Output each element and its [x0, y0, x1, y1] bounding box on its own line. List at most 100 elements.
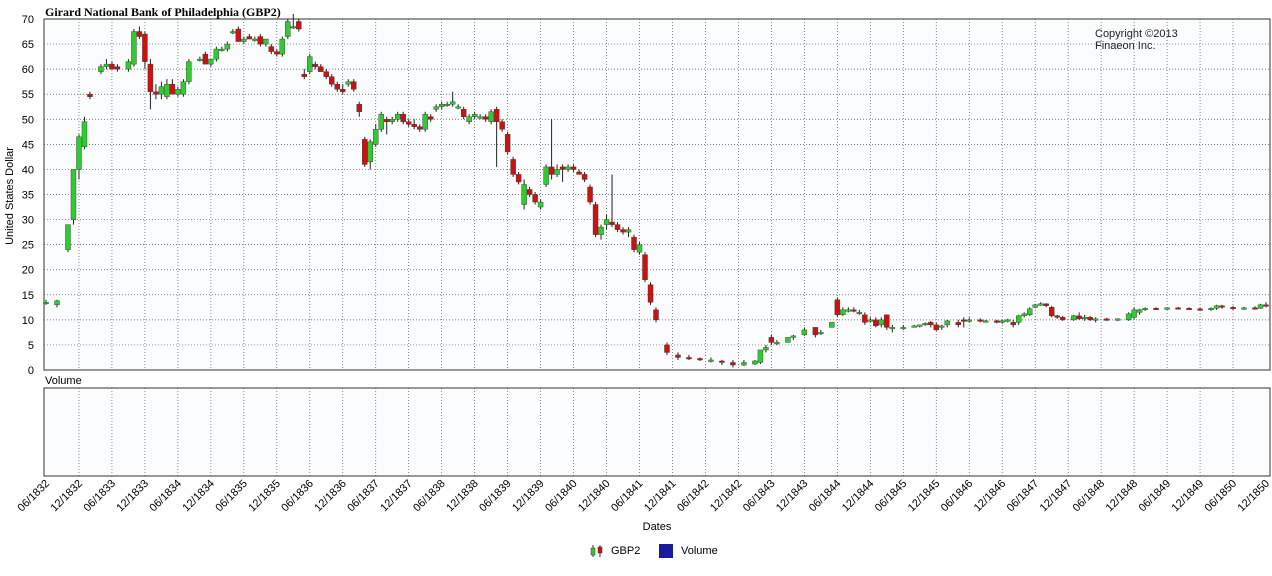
x-tick-label: 12/1833 [114, 478, 151, 515]
y-tick-label: 70 [22, 14, 34, 26]
candle-body [395, 114, 401, 120]
candle [1026, 307, 1033, 316]
candle-body [202, 53, 209, 65]
candle [285, 19, 291, 40]
candle [790, 334, 797, 340]
x-tick-label: 06/1832 [16, 478, 53, 515]
x-tick-label: 06/1836 [279, 478, 316, 515]
candle-body [219, 48, 225, 51]
candle-body [438, 104, 445, 107]
candle [526, 186, 533, 198]
candle-body [537, 201, 544, 208]
candle-body [631, 236, 637, 250]
candle-body [213, 48, 220, 60]
candle [900, 324, 906, 330]
candle [433, 104, 439, 112]
candle [422, 111, 428, 132]
candle [460, 106, 467, 120]
candle-body [719, 360, 725, 363]
candle-body [1092, 318, 1099, 321]
x-tick-label: 12/1841 [642, 478, 679, 515]
candle-body [81, 121, 88, 148]
candle-body [983, 320, 989, 323]
candle [686, 354, 692, 360]
candle-body [873, 319, 879, 327]
volume-panel-label: Volume [45, 375, 82, 387]
candle-body [532, 194, 538, 203]
candle-body [801, 329, 808, 336]
candle-body [1219, 305, 1225, 308]
candle-body [966, 319, 972, 322]
candle [1032, 303, 1038, 309]
candle [581, 171, 588, 182]
candle-body [334, 83, 340, 90]
candle [966, 317, 972, 323]
candle-body [136, 31, 143, 37]
candle [329, 74, 335, 87]
candle-body [757, 349, 764, 363]
x-tick-label: 06/1841 [609, 478, 646, 515]
candle [1219, 304, 1225, 309]
candle-body [1081, 317, 1088, 320]
candle-body [433, 106, 439, 110]
candle-body [406, 121, 412, 125]
legend-item-volume[interactable]: Volume [659, 544, 718, 558]
candle [609, 174, 615, 228]
candle [378, 111, 384, 132]
candle-body [944, 320, 950, 326]
candle [224, 41, 231, 52]
candle-body [114, 66, 121, 70]
candle [180, 79, 187, 97]
candle [1252, 306, 1258, 310]
candle-body [466, 116, 472, 122]
candle-body [510, 159, 516, 175]
y-tick-label: 0 [28, 365, 34, 377]
legend-label-volume: Volume [681, 545, 718, 557]
candle [351, 79, 357, 92]
candle-body [1114, 318, 1121, 321]
candle-body [598, 226, 604, 235]
candle [554, 164, 560, 177]
candle [598, 224, 604, 240]
candle [301, 69, 307, 80]
candle [576, 169, 582, 175]
y-tick-label: 60 [22, 64, 34, 76]
candle-body [1059, 317, 1066, 321]
candle [257, 34, 264, 47]
candle-body [307, 56, 313, 72]
candle-body [224, 43, 231, 50]
candle [1241, 306, 1247, 310]
candle [1081, 314, 1088, 321]
candle [54, 299, 60, 308]
candle [43, 299, 49, 305]
candle-body [1230, 307, 1236, 310]
candle [856, 309, 863, 315]
candle-body [653, 309, 659, 321]
candle-body [1010, 322, 1016, 326]
candle-body [455, 106, 461, 109]
candle-body [340, 88, 346, 92]
candle [614, 222, 621, 233]
candle [768, 334, 775, 345]
candle-body [422, 114, 428, 130]
candle [1076, 312, 1082, 320]
candle-body [76, 136, 82, 170]
candle-body [845, 309, 852, 312]
candle [647, 282, 654, 305]
legend-item-gbp2[interactable]: GBP2 [589, 544, 640, 558]
candle [455, 104, 461, 110]
candle-body [818, 332, 824, 335]
x-tick-label: 06/1840 [543, 478, 580, 515]
x-tick-label: 12/1836 [312, 478, 349, 515]
candle [801, 327, 808, 336]
candle-body [625, 229, 632, 233]
candle-body [1054, 315, 1060, 318]
candle [752, 359, 758, 365]
candle [488, 109, 494, 125]
candle-body [449, 101, 456, 105]
candle-body [543, 166, 549, 185]
candle-body [1197, 308, 1203, 311]
candle-body [933, 324, 939, 331]
candle-body [1186, 308, 1192, 311]
